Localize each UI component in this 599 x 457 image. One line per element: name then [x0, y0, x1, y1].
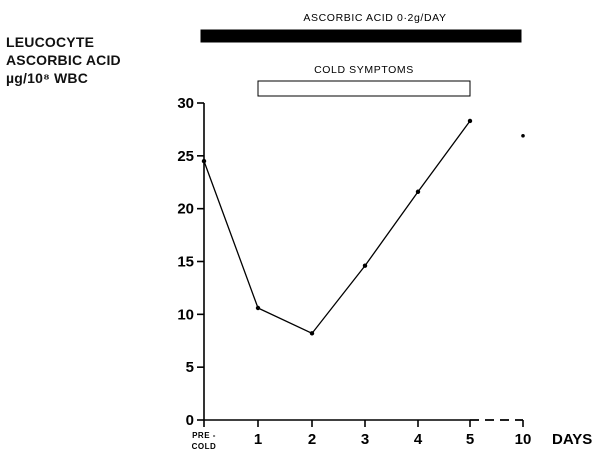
- y-tick-label-20: 20: [177, 201, 194, 218]
- y-tick-label-15: 15: [177, 254, 194, 271]
- y-axis-label-line-2: ASCORBIC ACID: [6, 52, 121, 68]
- data-point-4: [415, 189, 421, 194]
- y-tick-label-10: 10: [177, 306, 194, 323]
- series-line-1: [203, 120, 471, 335]
- x-tick-label-3: 3: [361, 431, 369, 448]
- data-point-1: [255, 305, 261, 311]
- x-tick-label-4: 4: [414, 431, 423, 448]
- range-bar-1: [200, 29, 522, 43]
- data-point-pre-cold: [201, 158, 207, 164]
- x-tick-label-pre-cold-line-2: COLD: [192, 442, 217, 451]
- x-tick-label-10: 10: [515, 431, 532, 448]
- y-tick-label-5: 5: [186, 359, 194, 376]
- data-point-5: [467, 118, 473, 124]
- data-point-3: [362, 263, 368, 268]
- y-tick-label-30: 30: [177, 95, 194, 112]
- x-tick-label-2: 2: [308, 431, 316, 448]
- range-bar-label-2: COLD SYMPTOMS: [314, 64, 414, 76]
- y-axis-label-line-3: µg/10⁸ WBC: [6, 70, 89, 86]
- range-bar-label-1: ASCORBIC ACID 0·2g/DAY: [303, 12, 446, 24]
- data-point-2: [309, 331, 315, 336]
- x-tick-label-pre-cold-line-1: PRE -: [192, 431, 216, 440]
- y-tick-label-25: 25: [177, 148, 194, 165]
- x-tick-label-1: 1: [254, 431, 262, 448]
- range-bar-2: [257, 80, 471, 97]
- y-axis-label-line-1: LEUCOCYTE: [6, 34, 95, 50]
- x-axis-label: DAYS: [552, 431, 592, 448]
- x-tick-label-5: 5: [466, 431, 474, 448]
- y-tick-label-0: 0: [186, 412, 194, 429]
- data-point-10-isolated: [521, 133, 525, 138]
